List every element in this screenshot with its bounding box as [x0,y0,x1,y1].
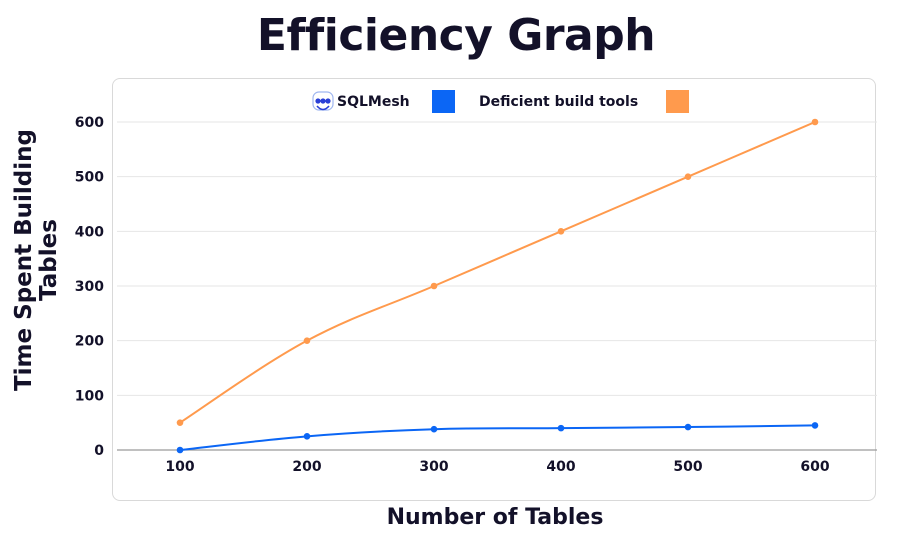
y-tick-label: 300 [75,279,104,295]
x-tick-label: 400 [546,459,575,475]
series-line-1 [179,121,816,424]
data-point [557,424,565,432]
data-point [684,173,692,180]
legend-label-deficient: Deficient build tools [479,94,638,110]
data-point [430,425,438,433]
data-point [557,228,565,235]
x-tick-label: 500 [673,459,702,475]
data-point [303,337,311,344]
data-point [303,433,311,440]
y-tick-label: 400 [75,224,104,240]
x-tick-label: 100 [165,459,194,475]
legend-swatch-deficient [666,90,689,113]
x-tick-label: 200 [292,459,321,475]
x-tick-label: 300 [419,459,448,475]
legend: SQLMesh Deficient build tools [312,90,689,113]
sqlmesh-logo-icon [312,91,334,111]
data-point [811,118,819,126]
y-tick-label: 200 [75,334,104,350]
data-point [430,282,438,290]
legend-label-sqlmesh: SQLMesh [337,94,410,110]
x-axis-ticks: 100 200 300 400 500 600 [165,459,829,475]
data-point [176,419,184,426]
data-point [176,446,184,454]
y-tick-label: 500 [75,170,104,186]
legend-swatch-sqlmesh [432,90,455,113]
y-tick-label: 600 [75,115,104,131]
series-points [176,118,819,454]
chart-frame [112,78,876,501]
data-point [684,423,692,431]
y-axis-ticks: 0 100 200 300 400 500 600 [75,115,104,459]
series-line-0 [179,424,816,451]
x-tick-label: 600 [800,459,829,475]
y-tick-label: 0 [94,443,104,459]
series-lines [179,121,816,451]
x-axis-label: Number of Tables [386,505,604,530]
chart-title: Efficiency Graph [256,10,656,61]
data-point [811,422,819,429]
y-tick-label: 100 [75,388,104,404]
grid-lines [117,121,877,451]
